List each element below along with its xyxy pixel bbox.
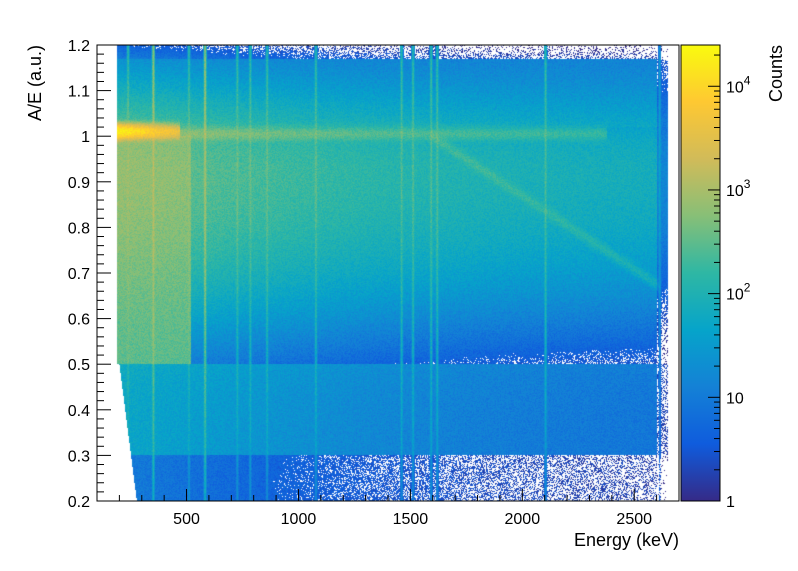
heatmap-image xyxy=(97,45,679,501)
heatmap xyxy=(97,45,679,501)
colorbar-tick-label: 1 xyxy=(726,494,735,511)
y-tick-label: 1 xyxy=(81,129,90,146)
y-tick-label: 0.7 xyxy=(68,266,90,283)
x-axis: 500 1000 1500 2000 2500 xyxy=(96,489,680,528)
x-tick-label: 1500 xyxy=(393,511,429,528)
y-tick-label: 1.2 xyxy=(68,38,90,55)
x-tick-label: 2500 xyxy=(616,511,652,528)
x-axis-title: Energy (keV) xyxy=(574,530,679,550)
colorbar-tick-label: 102 xyxy=(726,281,751,304)
y-axis-title: A/E (a.u.) xyxy=(25,45,45,121)
colorbar-title: Counts xyxy=(766,45,786,102)
y-tick-label: 0.9 xyxy=(68,175,90,192)
colorbar-tick-label: 104 xyxy=(726,73,751,96)
y-tick-label: 0.5 xyxy=(68,357,90,374)
y-tick-label: 0.8 xyxy=(68,220,90,237)
y-tick-label: 1.1 xyxy=(68,84,90,101)
y-tick-label: 0.3 xyxy=(68,448,90,465)
colorbar-tick-exponent: 4 xyxy=(744,73,751,87)
y-tick-label: 0.6 xyxy=(68,312,90,329)
colorbar xyxy=(680,44,721,502)
colorbar-tick-exponent: 3 xyxy=(744,177,751,191)
x-tick-label: 500 xyxy=(173,511,200,528)
x-tick-label: 2000 xyxy=(505,511,541,528)
y-tick-label: 0.2 xyxy=(68,494,90,511)
colorbar-tick-label: 103 xyxy=(726,177,751,200)
colorbar-tick-exponent: 2 xyxy=(744,281,751,295)
x-tick-label: 1000 xyxy=(281,511,317,528)
y-tick-label: 0.4 xyxy=(68,403,90,420)
y-axis: 0.2 0.3 0.4 0.5 0.6 0.7 0.8 0.9 1 1.1 1.2 xyxy=(68,38,111,511)
colorbar-tick-label: 10 xyxy=(726,390,744,407)
